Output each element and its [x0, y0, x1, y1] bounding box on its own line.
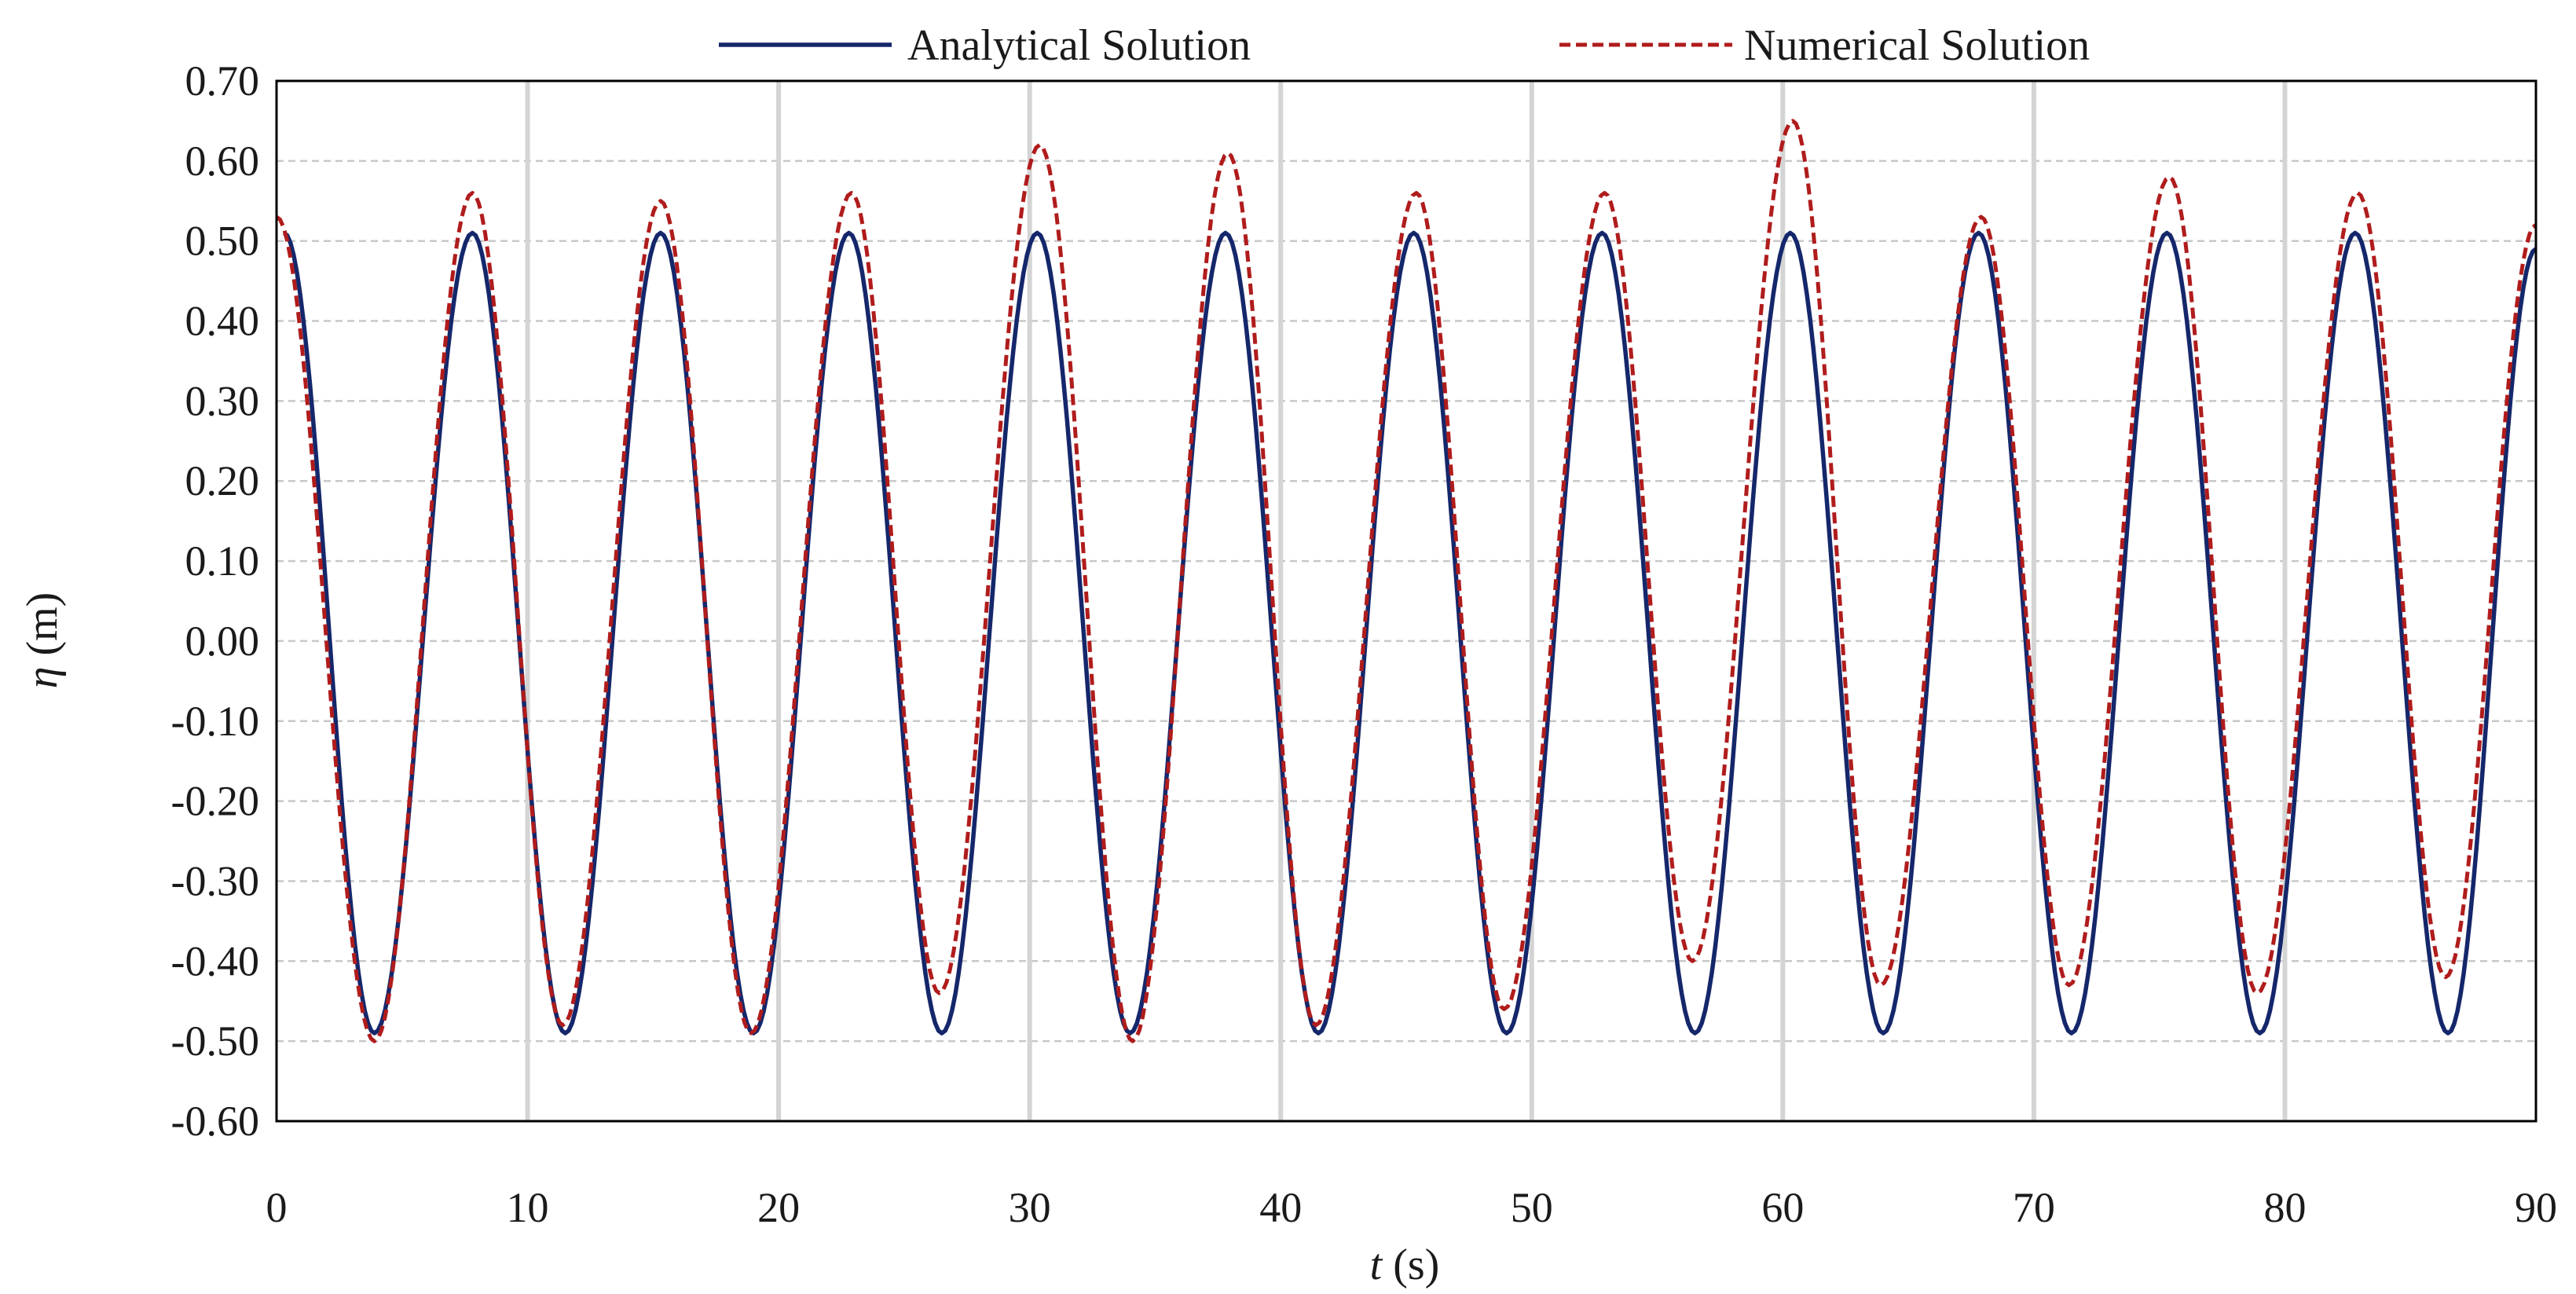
plot-frame — [275, 79, 2538, 1123]
legend-label-analytical: Analytical Solution — [907, 21, 1251, 70]
y-tick-label: 0.70 — [185, 57, 260, 104]
x-tick-label: 50 — [1511, 1184, 1553, 1231]
y-tick-label: 0.60 — [185, 137, 260, 185]
y-tick-label: 0.10 — [185, 537, 260, 585]
x-axis-variable: t — [1370, 1241, 1383, 1289]
y-tick-label: 0.20 — [185, 457, 260, 504]
x-tick-label: 90 — [2515, 1184, 2557, 1231]
legend: Analytical Solution Numerical Solution — [719, 21, 2090, 70]
x-tick-labels: 0 10 20 30 40 50 60 70 80 90 — [266, 1184, 2558, 1231]
y-tick-labels: 0.70 0.60 0.50 0.40 0.30 0.20 0.10 0.00 -0.10 -0.… — [171, 57, 259, 1145]
x-tick-label: 30 — [1009, 1184, 1051, 1231]
y-axis-title: η (m) — [18, 592, 67, 689]
x-axis-unit: (s) — [1382, 1241, 1439, 1289]
y-tick-label: -0.60 — [171, 1098, 259, 1145]
y-tick-label: 0.00 — [185, 618, 260, 665]
y-tick-label: 0.30 — [185, 377, 260, 424]
y-tick-label: -0.40 — [171, 937, 259, 984]
series-line-analytical — [282, 230, 2538, 1036]
series-line-numerical — [275, 119, 2538, 1043]
y-tick-label: 0.50 — [185, 218, 260, 265]
y-axis-unit: (m) — [18, 592, 67, 667]
x-tick-label: 70 — [2013, 1184, 2055, 1231]
x-tick-label: 40 — [1259, 1184, 1302, 1231]
x-tick-label: 10 — [507, 1184, 549, 1231]
legend-label-numerical: Numerical Solution — [1744, 21, 2090, 70]
x-gridlines — [525, 81, 2288, 1121]
y-tick-label: -0.30 — [171, 857, 259, 904]
x-axis-title: t (s) — [1370, 1241, 1440, 1289]
x-tick-label: 60 — [1761, 1184, 1804, 1231]
y-axis-variable: η — [18, 667, 67, 689]
x-tick-label: 0 — [266, 1184, 288, 1231]
y-tick-label: -0.10 — [171, 698, 259, 745]
x-tick-label: 80 — [2263, 1184, 2306, 1231]
series-layer — [275, 119, 2538, 1043]
x-tick-label: 20 — [757, 1184, 800, 1231]
y-tick-label: -0.20 — [171, 778, 259, 825]
y-tick-label: 0.40 — [185, 298, 260, 345]
y-tick-label: -0.50 — [171, 1017, 259, 1065]
